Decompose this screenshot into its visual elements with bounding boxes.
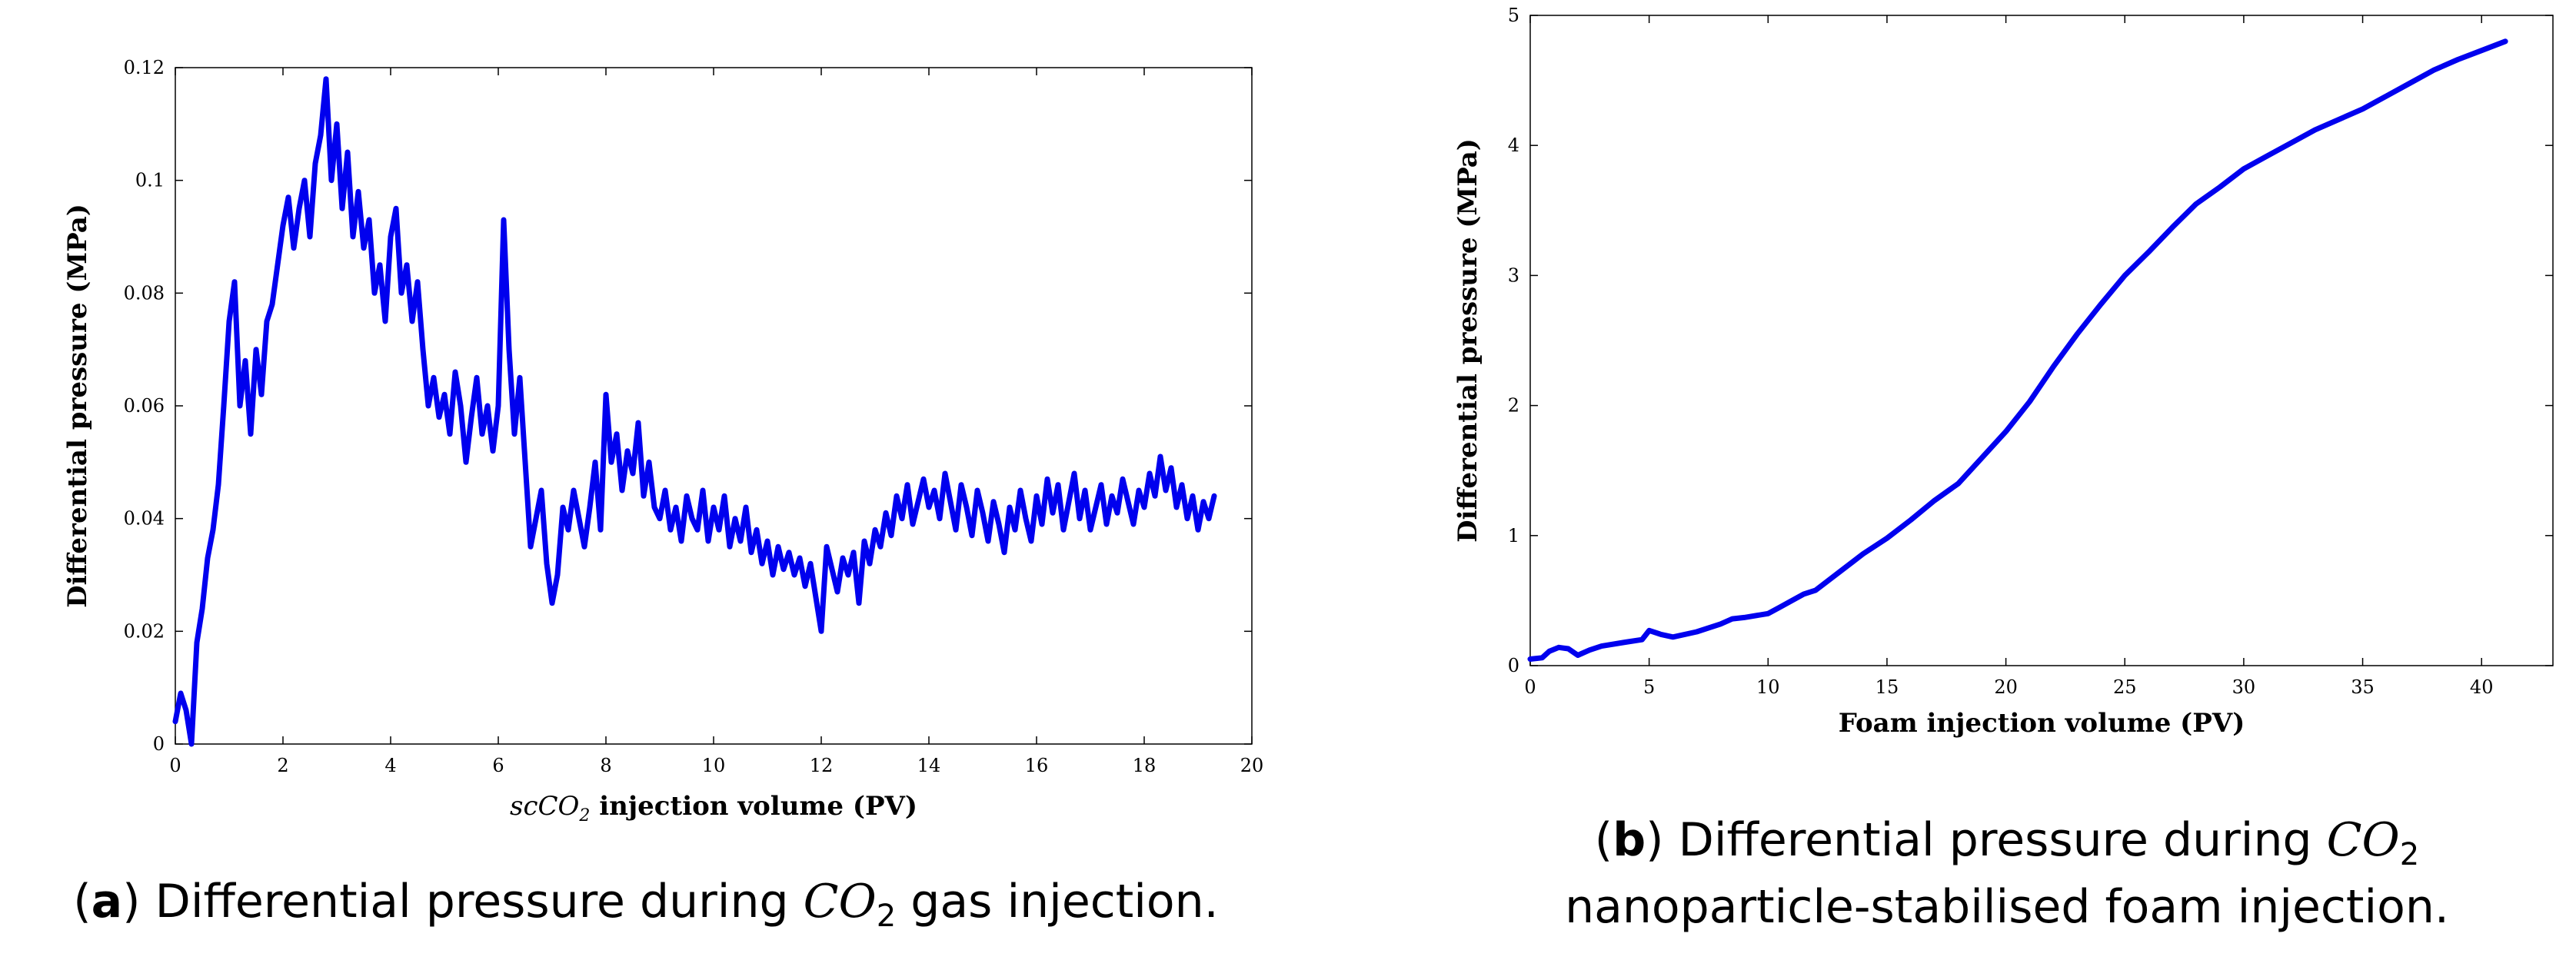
chart-a-x-tick-label: 18	[1133, 755, 1157, 776]
caption-b-pre: ) Differential pressure during	[1646, 813, 2327, 867]
chart-b-plot-frame	[1529, 15, 2554, 666]
chart-a-y-tick-label: 0.06	[124, 395, 165, 417]
caption-a: (a) Differential pressure during CO2 gas…	[73, 875, 1219, 934]
chart-a-x-tick-label: 0	[169, 755, 181, 776]
chart-a-x-tick-label: 16	[1025, 755, 1049, 776]
caption-a-pre: ) Differential pressure during	[122, 875, 804, 928]
caption-b-tag: b	[1612, 813, 1646, 867]
chart-a-x-tick-label: 14	[917, 755, 941, 776]
chart-b-y-tick-label: 4	[1508, 135, 1519, 156]
chart-a-y-tick-label: 0	[153, 733, 165, 755]
chart-b-x-tick-label: 25	[2113, 676, 2137, 698]
chart-b-y-tick-label: 2	[1508, 395, 1519, 417]
chart-a-y-tick-label: 0.08	[124, 282, 165, 304]
chart-b: 0 5 10 15 20 25 30 35 40 0 1 2 3 4 5 Foam injection v…	[1453, 5, 2554, 739]
chart-b-x-tick-label: 30	[2232, 676, 2256, 698]
chart-b-y-tick-label: 0	[1508, 655, 1519, 676]
caption-a-post: gas injection.	[896, 875, 1219, 928]
chart-b-x-tick-label: 0	[1524, 676, 1536, 698]
chart-a: 0 2 4 6 8 10 12 14 16 18 20 0 0.02 0.04 0.06 0.08 0.1 0.…	[62, 57, 1263, 825]
caption-a-tag: a	[91, 875, 123, 928]
chart-b-x-axis-label: Foam injection volume (PV)	[1839, 708, 2245, 739]
chart-a-x-tick-label: 12	[810, 755, 834, 776]
chart-a-x-ticks: 0 2 4 6 8 10 12 14 16 18 20	[169, 68, 1263, 776]
chart-a-x-label-rest: injection volume (PV)	[590, 791, 917, 822]
caption-b-line1: (b) Differential pressure during CO2	[1594, 813, 2420, 872]
chart-a-x-tick-label: 6	[492, 755, 504, 776]
chart-a-plot-frame	[175, 67, 1253, 745]
caption-b-line2: nanoparticle-stabilised foam injection.	[1565, 880, 2449, 934]
chart-b-x-tick-label: 40	[2470, 676, 2494, 698]
chart-b-x-tick-label: 15	[1875, 676, 1899, 698]
chart-b-y-tick-label: 1	[1508, 525, 1519, 546]
chart-b-y-tick-label: 3	[1508, 264, 1519, 286]
chart-a-x-tick-label: 20	[1240, 755, 1264, 776]
chart-b-y-ticks: 0 1 2 3 4 5	[1508, 5, 2553, 676]
chart-b-x-tick-label: 20	[1994, 676, 2018, 698]
chart-a-y-tick-label: 0.02	[124, 620, 165, 642]
chart-b-x-tick-label: 5	[1643, 676, 1655, 698]
caption-b-chem: CO	[2326, 813, 2400, 867]
chart-b-series-line	[1527, 38, 2508, 662]
chart-a-x-label-sub: 2	[578, 806, 590, 825]
chart-a-y-tick-label: 0.04	[124, 508, 165, 530]
chart-a-series-line	[172, 76, 1217, 747]
chart-a-y-tick-label: 0.1	[135, 170, 165, 191]
caption-a-chem: CO	[803, 875, 877, 928]
caption-b-sub: 2	[2399, 837, 2420, 872]
chart-b-x-tick-label: 35	[2351, 676, 2375, 698]
chart-a-y-ticks: 0 0.02 0.04 0.06 0.08 0.1 0.12	[124, 57, 1252, 755]
chart-b-y-axis-label: Differential pressure (MPa)	[1453, 138, 1483, 543]
chart-a-x-tick-label: 2	[277, 755, 288, 776]
chart-a-x-label-italic: scCO	[510, 791, 580, 822]
chart-b-x-ticks: 0 5 10 15 20 25 30 35 40	[1524, 15, 2493, 698]
chart-a-x-tick-label: 4	[384, 755, 396, 776]
chart-a-y-axis-label: Differential pressure (MPa)	[62, 204, 93, 608]
chart-a-y-tick-label: 0.12	[124, 57, 165, 78]
caption-b: (b) Differential pressure during CO2 nan…	[1446, 813, 2568, 934]
chart-a-x-tick-label: 8	[600, 755, 611, 776]
chart-a-x-axis-label: scCO2 injection volume (PV)	[510, 791, 917, 825]
caption-a-sub: 2	[876, 899, 897, 934]
chart-b-y-tick-label: 5	[1508, 5, 1519, 26]
chart-a-x-tick-label: 10	[702, 755, 726, 776]
chart-b-x-tick-label: 10	[1756, 676, 1780, 698]
